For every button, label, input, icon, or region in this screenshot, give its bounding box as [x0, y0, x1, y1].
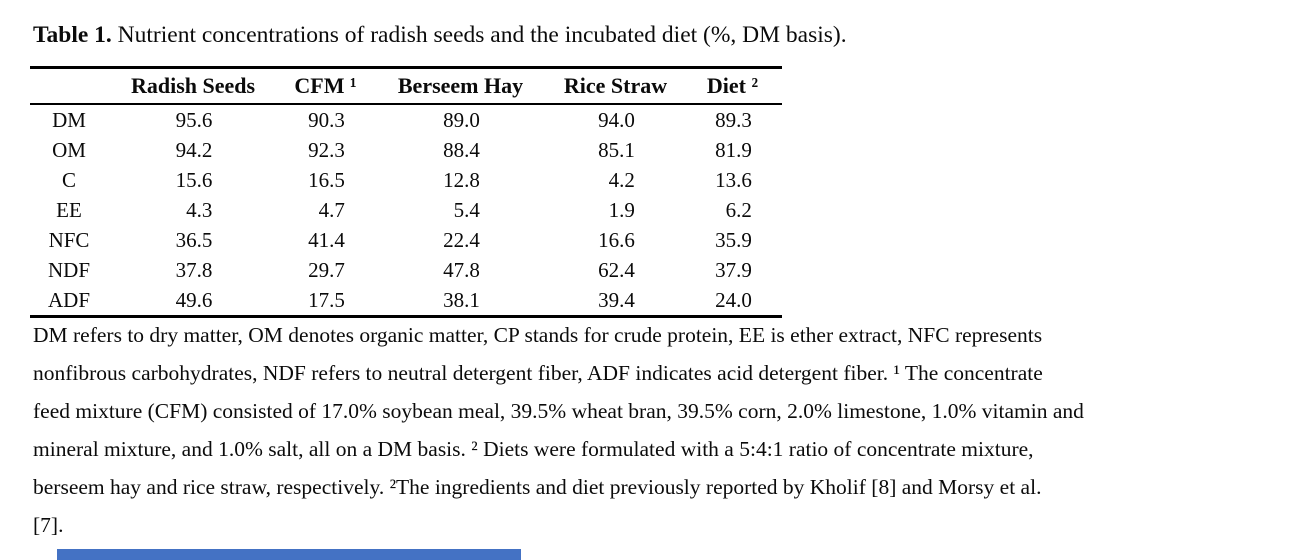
col-header-rice-straw: Rice Straw	[548, 67, 683, 105]
table-row-adf: ADF 49.6 17.5 38.1 39.4 24.0	[30, 285, 782, 317]
table-row-c: C 15.6 16.5 12.8 4.2 13.6	[30, 165, 782, 195]
nutrient-table: Radish Seeds CFM ¹ Berseem Hay Rice Stra…	[30, 66, 782, 318]
table-cell: 37.9	[715, 257, 752, 282]
table-cell: 39.4	[598, 287, 635, 312]
header-row: Radish Seeds CFM ¹ Berseem Hay Rice Stra…	[30, 67, 782, 105]
table-cell: 24.0	[715, 287, 752, 312]
table-row-dm: DM 95.6 90.3 89.0 94.0 89.3	[30, 104, 782, 135]
table-cell: 1.9	[608, 197, 635, 222]
table-caption: Table 1. Nutrient concentrations of radi…	[33, 18, 847, 52]
row-label: C	[61, 167, 76, 192]
table-cell: 89.3	[715, 107, 752, 132]
table-footnote: DM refers to dry matter, OM denotes orga…	[33, 316, 1084, 544]
table-row-ee: EE 4.3 4.7 5.4 1.9 6.2	[30, 195, 782, 225]
table-cell: 95.6	[175, 107, 213, 132]
table-cell: 22.4	[443, 227, 480, 252]
table-cell: 92.3	[308, 137, 345, 162]
col-header-berseem-hay: Berseem Hay	[373, 67, 548, 105]
table-cell: 81.9	[715, 137, 752, 162]
col-header-radish-seeds: Radish Seeds	[108, 67, 278, 105]
table-cell: 4.3	[186, 197, 213, 222]
table-cell: 94.2	[175, 137, 213, 162]
table-cell: 47.8	[443, 257, 480, 282]
table-cell: 41.4	[308, 227, 345, 252]
table-cell: 49.6	[175, 287, 213, 312]
col-header-cfm: CFM ¹	[278, 67, 373, 105]
caption-text: Nutrient concentrations of radish seeds …	[111, 22, 847, 48]
footnote-line: feed mixture (CFM) consisted of 17.0% so…	[33, 399, 1084, 423]
table-row-om: OM 94.2 92.3 88.4 85.1 81.9	[30, 135, 782, 165]
table-cell: 85.1	[598, 137, 635, 162]
table-cell: 4.2	[608, 167, 635, 192]
nutrient-table-wrapper: Radish Seeds CFM ¹ Berseem Hay Rice Stra…	[30, 66, 782, 318]
row-label: DM	[52, 107, 86, 132]
footnote-line: nonfibrous carbohydrates, NDF refers to …	[33, 361, 1043, 385]
table-cell: 35.9	[715, 227, 752, 252]
table-cell: 5.4	[453, 197, 480, 222]
caption-label: Table 1.	[33, 22, 112, 48]
table-cell: 16.6	[598, 227, 635, 252]
row-label: NDF	[47, 257, 90, 282]
col-header-diet: Diet ²	[683, 67, 782, 105]
row-label: EE	[56, 197, 82, 222]
footnote-line: mineral mixture, and 1.0% salt, all on a…	[33, 437, 1034, 461]
row-label: NFC	[48, 227, 90, 252]
col-header-blank	[30, 67, 108, 105]
table-cell: 89.0	[443, 107, 480, 132]
row-label: ADF	[47, 287, 90, 312]
table-cell: 37.8	[175, 257, 213, 282]
footnote-line: [7].	[33, 513, 64, 537]
table-cell: 6.2	[725, 197, 752, 222]
table-cell: 29.7	[308, 257, 345, 282]
table-row-ndf: NDF 37.8 29.7 47.8 62.4 37.9	[30, 255, 782, 285]
table-cell: 94.0	[598, 107, 635, 132]
table-cell: 17.5	[308, 287, 345, 312]
table-cell: 38.1	[443, 287, 480, 312]
footnote-line: berseem hay and rice straw, respectively…	[33, 475, 1042, 499]
table-cell: 16.5	[308, 167, 345, 192]
table-cell: 15.6	[175, 167, 213, 192]
table-cell: 90.3	[308, 107, 345, 132]
table-cell: 13.6	[715, 167, 752, 192]
footnote-line: DM refers to dry matter, OM denotes orga…	[33, 323, 1043, 347]
table-row-nfc: NFC 36.5 41.4 22.4 16.6 35.9	[30, 225, 782, 255]
table-cell: 36.5	[175, 227, 213, 252]
table-cell: 62.4	[598, 257, 635, 282]
table-cell: 4.7	[318, 197, 345, 222]
table-cell: 12.8	[443, 167, 480, 192]
table-cell: 88.4	[443, 137, 480, 162]
row-label: OM	[52, 137, 86, 162]
bottom-blue-bar	[57, 549, 521, 560]
